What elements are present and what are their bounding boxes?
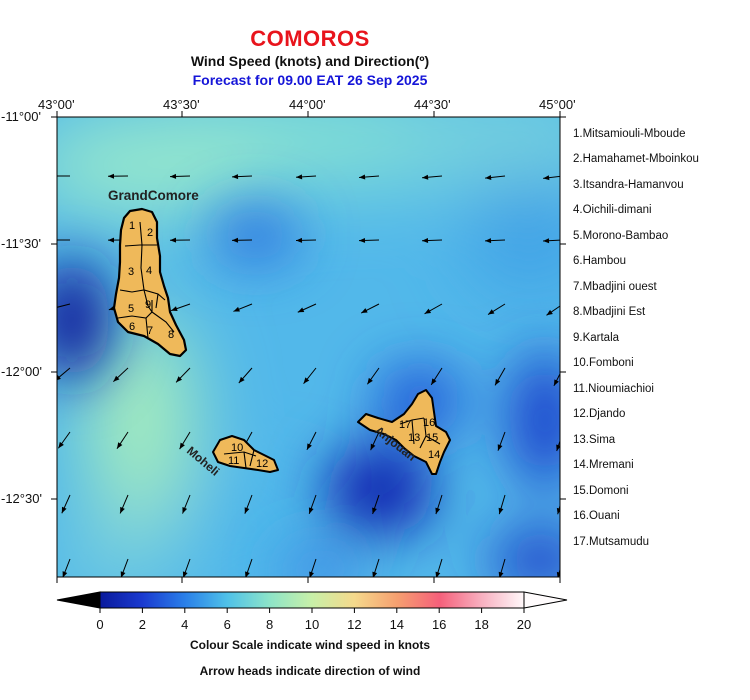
region-legend-item: 15.Domoni [573,485,629,497]
region-number-15: 15 [426,432,438,444]
wind-arrow-head [50,174,56,179]
region-legend-item: 13.Sima [573,434,615,446]
wind-arrow-head [51,305,57,310]
region-number-1: 1 [129,220,135,232]
arrow-note: Arrow heads indicate direction of wind [0,664,620,678]
colorbar-gradient [100,592,524,608]
colorbar-low-triangle [57,592,100,608]
region-legend-item: 9.Kartala [573,332,619,344]
colorbar-label: 16 [424,617,454,632]
region-number-11: 11 [228,455,239,467]
region-number-2: 2 [147,227,153,239]
colorbar-label: 4 [170,617,200,632]
wind-speed-field [20,95,620,600]
region-legend-item: 17.Mutsamudu [573,536,649,548]
colorbar-label: 0 [85,617,115,632]
region-legend-item: 11.Nioumiachioi [573,383,654,395]
region-number-9: 9 [145,299,151,311]
region-number-8: 8 [168,329,174,341]
region-legend-item: 4.Oichili-dimani [573,204,652,216]
region-legend-item: 6.Hambou [573,255,626,267]
region-number-5: 5 [128,303,134,315]
region-legend-item: 14.Mremani [573,459,634,471]
region-number-17: 17 [399,419,411,431]
region-legend-item: 16.Ouani [573,510,620,522]
region-number-4: 4 [146,265,152,277]
region-number-3: 3 [128,266,134,278]
region-legend-item: 3.Itsandra-Hamanvou [573,179,684,191]
region-number-12: 12 [256,458,268,470]
region-number-14: 14 [428,449,440,461]
colorbar-label: 14 [382,617,412,632]
colorbar-label: 2 [127,617,157,632]
region-number-10: 10 [231,442,243,454]
colorbar-label: 10 [297,617,327,632]
region-legend-item: 2.Hamahamet-Mboinkou [573,153,699,165]
region-legend-item: 10.Fomboni [573,357,634,369]
region-legend-item: 12.Djando [573,408,625,420]
colorbar-label: 8 [255,617,285,632]
region-legend-item: 8.Mbadjini Est [573,306,645,318]
region-number-6: 6 [129,321,135,333]
colorbar-high-triangle [524,592,567,608]
colorbar-label: 20 [509,617,539,632]
region-legend-item: 5.Morono-Bambao [573,230,668,242]
wind-arrow-head [50,238,56,243]
region-number-16: 16 [423,417,435,429]
colorbar [57,592,567,613]
colorbar-label: 18 [467,617,497,632]
grand-comore-label: GrandComore [108,188,199,203]
colorbar-label: 6 [212,617,242,632]
region-legend-item: 7.Mbadjini ouest [573,281,657,293]
region-legend-item: 1.Mitsamiouli-Mboude [573,128,686,140]
colour-scale-note: Colour Scale indicate wind speed in knot… [0,638,620,652]
region-number-7: 7 [147,325,153,337]
region-number-13: 13 [408,432,420,444]
colorbar-label: 12 [339,617,369,632]
